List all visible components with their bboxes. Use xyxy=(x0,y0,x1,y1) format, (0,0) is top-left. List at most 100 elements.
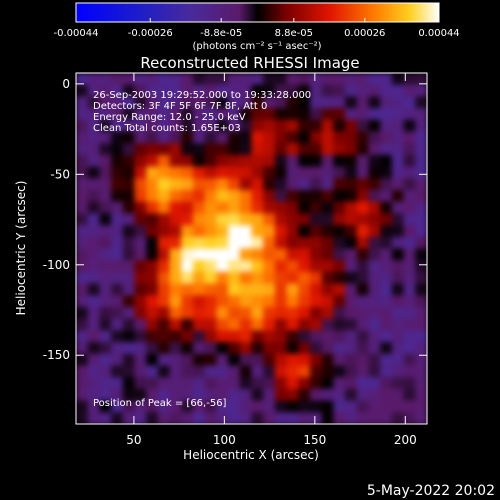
heatmap-cell xyxy=(193,236,206,250)
heatmap-cell xyxy=(310,119,323,133)
heatmap-cell xyxy=(157,307,171,320)
heatmap-cell xyxy=(310,108,323,121)
heatmap-cell xyxy=(76,131,89,144)
heatmap-cell xyxy=(87,377,100,390)
heatmap-cell xyxy=(333,342,346,355)
heatmap-cell xyxy=(356,342,370,355)
heatmap-cell xyxy=(99,225,112,238)
heatmap-cell xyxy=(216,388,229,402)
heatmap-cell xyxy=(415,131,427,144)
heatmap-cell xyxy=(122,201,136,214)
heatmap-cell xyxy=(310,400,323,413)
y-tick-label: 0 xyxy=(62,77,70,91)
heatmap-cell xyxy=(333,225,346,238)
heatmap-cell xyxy=(345,143,358,156)
heatmap-cell xyxy=(415,342,427,355)
heatmap-cell xyxy=(263,236,276,250)
heatmap-cell xyxy=(193,154,206,168)
heatmap-cell xyxy=(204,283,217,296)
heatmap-cell xyxy=(146,84,159,97)
heatmap-cell xyxy=(204,96,217,109)
heatmap-cell xyxy=(134,73,147,86)
heatmap-cell xyxy=(321,271,334,285)
heatmap-cell xyxy=(134,248,147,261)
heatmap-cell xyxy=(204,131,217,144)
heatmap-cell xyxy=(274,353,288,367)
heatmap-cell xyxy=(415,271,427,285)
heatmap-cell xyxy=(87,353,100,367)
heatmap-cell xyxy=(99,108,112,121)
heatmap-cell xyxy=(415,166,427,179)
heatmap-cell xyxy=(274,283,288,296)
heatmap-cell xyxy=(298,213,311,226)
heatmap-cell xyxy=(274,225,288,238)
heatmap-cell xyxy=(111,166,124,179)
heatmap-cell xyxy=(169,119,182,133)
heatmap-cell xyxy=(356,377,370,390)
heatmap-cell xyxy=(169,330,182,343)
heatmap-cell xyxy=(368,154,381,168)
heatmap-cell xyxy=(345,236,358,250)
heatmap-cell xyxy=(122,271,136,285)
heatmap-cell xyxy=(239,377,253,390)
heatmap-cell xyxy=(415,412,427,424)
heatmap-cell xyxy=(368,108,381,121)
heatmap-cell xyxy=(251,412,264,424)
heatmap-cell xyxy=(239,119,253,133)
heatmap-cell xyxy=(356,330,370,343)
heatmap-cell xyxy=(380,131,393,144)
heatmap-cell xyxy=(122,190,136,203)
heatmap-cell xyxy=(134,377,147,390)
heatmap-cell xyxy=(403,307,416,320)
heatmap-cell xyxy=(134,201,147,214)
heatmap-cell xyxy=(286,166,299,179)
heatmap-cell xyxy=(368,131,381,144)
heatmap-cell xyxy=(415,353,427,367)
heatmap-cell xyxy=(228,283,241,296)
heatmap-cell xyxy=(310,248,323,261)
heatmap-cell xyxy=(193,225,206,238)
heatmap-cell xyxy=(146,190,159,203)
heatmap-cell xyxy=(76,260,89,273)
heatmap-cell xyxy=(345,342,358,355)
heatmap-cell xyxy=(286,96,299,109)
heatmap-cell xyxy=(333,213,346,226)
heatmap-cell xyxy=(216,353,229,367)
heatmap-cell xyxy=(356,283,370,296)
heatmap-cell xyxy=(251,166,264,179)
heatmap-cell xyxy=(239,201,253,214)
x-tick-label: 150 xyxy=(303,433,326,447)
heatmap-cell xyxy=(134,154,147,168)
heatmap-cell xyxy=(251,73,264,86)
heatmap-cell xyxy=(157,388,171,402)
heatmap-cell xyxy=(403,178,416,191)
heatmap-cell xyxy=(391,108,405,121)
heatmap-cell xyxy=(286,248,299,261)
heatmap-cell xyxy=(263,412,276,424)
heatmap-cell xyxy=(216,271,229,285)
heatmap-cell xyxy=(169,248,182,261)
heatmap-cell xyxy=(169,365,182,378)
heatmap-cell xyxy=(415,295,427,308)
heatmap-cell xyxy=(122,365,136,378)
heatmap-cell xyxy=(111,154,124,168)
heatmap-cell xyxy=(228,307,241,320)
heatmap-cell xyxy=(263,342,276,355)
heatmap-cell xyxy=(321,84,334,97)
heatmap-cell xyxy=(263,178,276,191)
heatmap-cell xyxy=(368,166,381,179)
heatmap-cell xyxy=(310,84,323,97)
heatmap-cell xyxy=(181,271,194,285)
heatmap-cell xyxy=(157,108,171,121)
heatmap-cell xyxy=(228,318,241,331)
heatmap-cell xyxy=(216,377,229,390)
heatmap-cell xyxy=(122,260,136,273)
heatmap-cell xyxy=(181,295,194,308)
heatmap-cell xyxy=(87,154,100,168)
heatmap-cell xyxy=(216,154,229,168)
heatmap-cell xyxy=(204,143,217,156)
heatmap-cell xyxy=(380,353,393,367)
heatmap-cell xyxy=(391,190,405,203)
heatmap-cell xyxy=(181,353,194,367)
heatmap-cell xyxy=(368,225,381,238)
